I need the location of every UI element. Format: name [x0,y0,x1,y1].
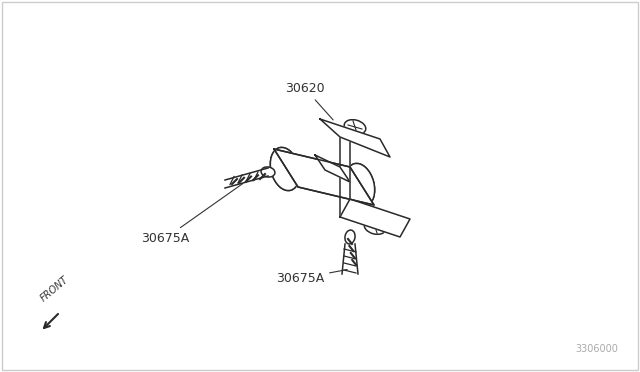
Polygon shape [320,119,350,217]
Polygon shape [340,199,410,237]
Ellipse shape [345,230,355,244]
Text: FRONT: FRONT [39,275,71,304]
Polygon shape [274,149,374,205]
Ellipse shape [261,167,275,177]
Ellipse shape [344,120,366,134]
Text: 30620: 30620 [285,82,333,120]
Text: 30675A: 30675A [276,270,348,285]
Ellipse shape [346,163,374,206]
Ellipse shape [364,219,386,234]
Polygon shape [315,155,350,182]
Ellipse shape [270,147,300,190]
Text: 30675A: 30675A [141,184,243,245]
Polygon shape [320,119,390,157]
Text: 3306000: 3306000 [575,344,618,354]
Ellipse shape [346,163,374,206]
Ellipse shape [270,147,300,190]
